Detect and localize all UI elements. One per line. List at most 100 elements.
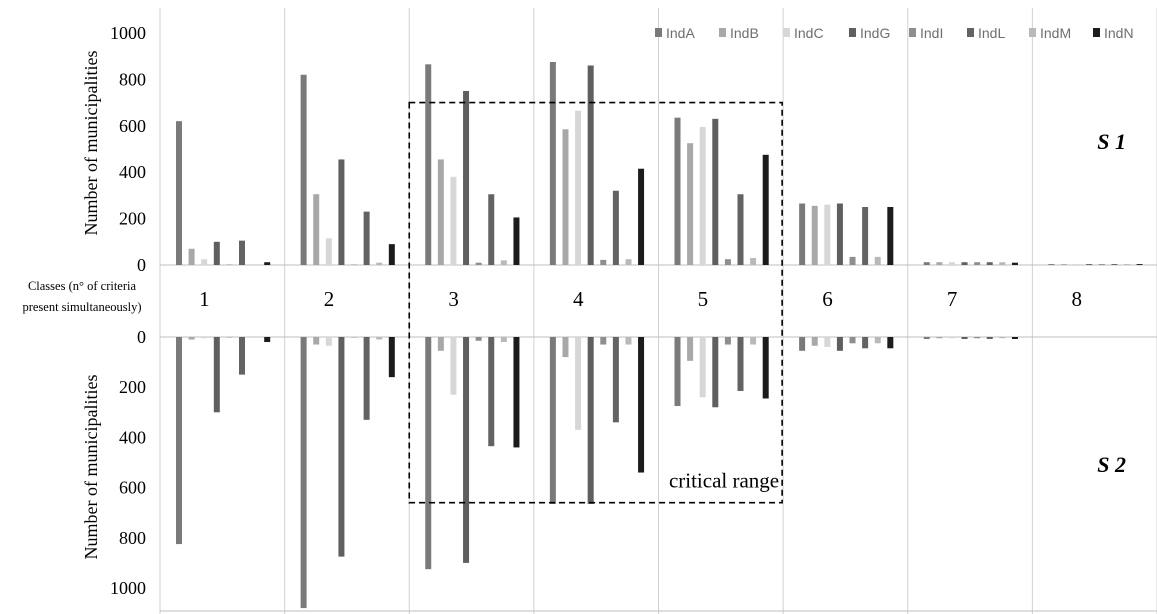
class-label: 1 xyxy=(199,287,210,311)
bar-s1-indc-class-8 xyxy=(1073,264,1080,265)
bar-s1-indi-class-3 xyxy=(475,262,482,265)
bar-s2-indg-class-7 xyxy=(961,337,968,340)
bar-s2-inda-class-3 xyxy=(425,337,432,570)
bar-s1-indc-class-5 xyxy=(699,126,706,266)
bar-s2-indi-class-2 xyxy=(351,337,358,338)
bar-s1-indc-class-2 xyxy=(325,238,332,265)
class-label: 6 xyxy=(822,287,833,311)
bar-s1-indn-class-8 xyxy=(1136,264,1143,265)
bar-s2-indg-class-4 xyxy=(587,337,594,504)
bar-s1-indn-class-7 xyxy=(1011,262,1018,265)
bar-s1-indl-class-4 xyxy=(612,190,619,265)
bar-s1-indn-class-5 xyxy=(762,154,769,265)
bar-s2-indl-class-4 xyxy=(612,337,619,423)
bar-s2-indi-class-7 xyxy=(974,337,981,339)
bar-s1-inda-class-4 xyxy=(549,62,556,265)
bar-s2-indg-class-6 xyxy=(836,337,843,351)
bar-s1-indc-class-4 xyxy=(575,110,582,265)
bar-s2-indl-class-2 xyxy=(363,337,370,420)
y-tick-label: 0 xyxy=(137,327,146,347)
class-label: 5 xyxy=(698,287,709,311)
bar-s2-indc-class-7 xyxy=(948,337,955,339)
bar-s2-indn-class-2 xyxy=(388,337,395,378)
bar-s1-indi-class-5 xyxy=(724,259,731,265)
bar-s2-indi-class-5 xyxy=(724,337,731,345)
bar-s1-indg-class-7 xyxy=(961,262,968,265)
axes: 0 200 400 600 800 1000 0 200 400 600 800 1000 1 2 3 4 5 6… xyxy=(110,23,1157,612)
bar-s2-indm-class-3 xyxy=(500,337,507,343)
bar-s2-indm-class-4 xyxy=(625,337,632,345)
bar-s2-inda-class-5 xyxy=(674,337,681,407)
bar-s1-indl-class-2 xyxy=(363,211,370,265)
bar-s1-indg-class-2 xyxy=(338,159,345,265)
bar-s1-indg-class-5 xyxy=(712,118,719,265)
bar-s1-indl-class-5 xyxy=(737,194,744,265)
bar-s2-indl-class-6 xyxy=(862,337,869,349)
bar-s2-indn-class-6 xyxy=(887,337,894,349)
legend-label-indb: IndB xyxy=(730,25,759,41)
bar-s1-indm-class-8 xyxy=(1123,264,1130,265)
bar-s1-indb-class-1 xyxy=(188,248,195,265)
bar-s1-indn-class-4 xyxy=(638,168,645,265)
class-label: 2 xyxy=(324,287,335,311)
bar-s2-inda-class-2 xyxy=(300,337,307,609)
bar-s1-indl-class-8 xyxy=(1111,264,1118,265)
bar-s1-indl-class-7 xyxy=(986,262,993,265)
bar-s1-inda-class-7 xyxy=(923,262,930,265)
bar-s1-indb-class-8 xyxy=(1060,264,1067,265)
bar-s2-indi-class-4 xyxy=(600,337,607,345)
bar-s2-indl-class-5 xyxy=(737,337,744,391)
bar-s2-inda-class-4 xyxy=(549,337,556,504)
bar-s1-indm-class-2 xyxy=(376,262,383,265)
bar-s1-inda-class-5 xyxy=(674,117,681,266)
class-label: 7 xyxy=(947,287,958,311)
bar-s2-indl-class-7 xyxy=(986,337,993,340)
bar-s1-indm-class-3 xyxy=(500,260,507,265)
bar-s1-inda-class-2 xyxy=(300,74,307,265)
bar-s2-indn-class-1 xyxy=(264,337,271,343)
scenario-label-s2: S 2 xyxy=(1097,452,1126,477)
bar-s1-indn-class-1 xyxy=(264,262,271,265)
bar-s1-indg-class-8 xyxy=(1086,264,1093,265)
class-separators xyxy=(159,8,1157,614)
bar-s1-indb-class-2 xyxy=(313,194,320,265)
bar-s1-indc-class-3 xyxy=(450,176,457,265)
y-tick-label: 200 xyxy=(119,209,146,229)
bar-s1-indl-class-1 xyxy=(239,240,245,265)
bar-s2-indg-class-3 xyxy=(463,337,470,563)
bar-s2-indl-class-3 xyxy=(488,337,495,447)
bar-s2-indl-class-1 xyxy=(239,337,245,375)
bar-s2-indm-class-7 xyxy=(999,337,1006,339)
legend: IndA IndB IndC IndG IndI IndL IndM IndN xyxy=(655,25,1134,41)
bar-s1-indm-class-5 xyxy=(750,258,757,265)
bar-s2-indm-class-1 xyxy=(251,337,258,338)
bar-s2-indn-class-7 xyxy=(1011,337,1018,340)
bar-s1-indb-class-5 xyxy=(687,143,694,265)
critical-range-box xyxy=(408,101,783,504)
bar-s1-indi-class-7 xyxy=(974,262,981,265)
bar-s2-indg-class-1 xyxy=(213,337,220,413)
class-label: 4 xyxy=(573,287,584,311)
bar-s1-indm-class-6 xyxy=(874,256,881,265)
bar-s2-indb-class-1 xyxy=(188,337,195,340)
bar-s2-indn-class-5 xyxy=(762,337,769,399)
bar-s2-indi-class-6 xyxy=(849,337,856,344)
bar-s1-inda-class-6 xyxy=(799,203,806,265)
legend-label-indg: IndG xyxy=(860,25,890,41)
bar-s1-indl-class-6 xyxy=(862,207,869,265)
bar-s1-indg-class-3 xyxy=(463,91,470,265)
bar-s1-indb-class-6 xyxy=(811,205,818,265)
bar-s2-indg-class-5 xyxy=(712,337,719,408)
legend-label-indn: IndN xyxy=(1104,25,1134,41)
bar-s1-indb-class-4 xyxy=(562,129,569,265)
y-axis-label-s1: Number of municipalities xyxy=(81,51,101,236)
bar-s1-indc-class-1 xyxy=(201,259,208,265)
bar-s2-indi-class-3 xyxy=(475,337,482,341)
bar-s1-indl-class-3 xyxy=(488,194,495,265)
scenario-label-s1: S 1 xyxy=(1097,129,1126,154)
bar-s2-indb-class-5 xyxy=(687,337,694,361)
bars xyxy=(176,62,1143,609)
bar-s1-inda-class-8 xyxy=(1048,264,1055,265)
legend-swatch-indb xyxy=(719,28,726,37)
